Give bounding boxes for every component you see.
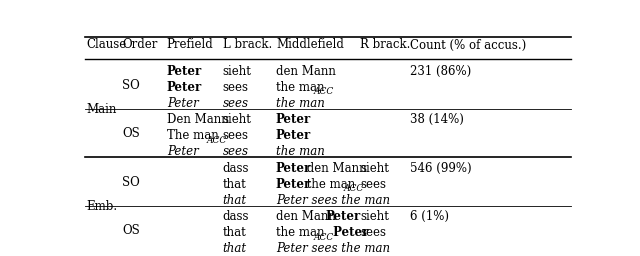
- Text: Emb.: Emb.: [86, 200, 117, 213]
- Text: dass: dass: [223, 210, 250, 223]
- Text: Order: Order: [122, 38, 157, 51]
- Text: the man: the man: [276, 226, 324, 239]
- Text: SO: SO: [122, 176, 140, 189]
- Text: Count (% of accus.): Count (% of accus.): [410, 38, 526, 51]
- Text: that: that: [223, 194, 247, 207]
- Text: 231 (86%): 231 (86%): [410, 65, 471, 78]
- Text: Main: Main: [86, 103, 116, 116]
- Text: dass: dass: [223, 162, 250, 175]
- Text: Clause: Clause: [86, 38, 126, 51]
- Text: 38 (14%): 38 (14%): [410, 113, 464, 126]
- Text: ACC: ACC: [344, 184, 364, 193]
- Text: that: that: [223, 242, 247, 255]
- Text: sieht: sieht: [360, 162, 389, 175]
- Text: sieht: sieht: [360, 210, 389, 223]
- Text: den Mann: den Mann: [276, 65, 336, 78]
- Text: sees: sees: [223, 129, 249, 142]
- Text: Peter: Peter: [167, 145, 198, 158]
- Text: Den Mann: Den Mann: [167, 113, 228, 126]
- Text: OS: OS: [122, 127, 140, 140]
- Text: sees: sees: [223, 145, 249, 158]
- Text: ACC: ACC: [314, 87, 333, 96]
- Text: den Mann: den Mann: [303, 162, 367, 175]
- Text: 546 (99%): 546 (99%): [410, 162, 472, 175]
- Text: Peter sees the man: Peter sees the man: [276, 194, 390, 207]
- Text: sees: sees: [360, 226, 386, 239]
- Text: sees: sees: [223, 97, 249, 110]
- Text: the man: the man: [303, 178, 355, 191]
- Text: Peter: Peter: [276, 178, 311, 191]
- Text: that: that: [223, 178, 246, 191]
- Text: ACC: ACC: [314, 233, 333, 242]
- Text: Peter: Peter: [167, 65, 202, 78]
- Text: L brack.: L brack.: [223, 38, 272, 51]
- Text: sees: sees: [223, 81, 249, 94]
- Text: den Mann: den Mann: [276, 210, 340, 223]
- Text: ACC: ACC: [207, 136, 227, 145]
- Text: Peter: Peter: [276, 129, 311, 142]
- Text: 6 (1%): 6 (1%): [410, 210, 449, 223]
- Text: sieht: sieht: [223, 65, 252, 78]
- Text: Peter: Peter: [329, 226, 369, 239]
- Text: sieht: sieht: [223, 113, 252, 126]
- Text: Middlefield: Middlefield: [276, 38, 344, 51]
- Text: Peter: Peter: [276, 113, 311, 126]
- Text: Prefield: Prefield: [167, 38, 214, 51]
- Text: Peter: Peter: [167, 81, 202, 94]
- Text: Peter: Peter: [276, 162, 311, 175]
- Text: Peter: Peter: [167, 97, 198, 110]
- Text: Peter: Peter: [325, 210, 360, 223]
- Text: the man: the man: [276, 81, 324, 94]
- Text: sees: sees: [360, 178, 386, 191]
- Text: Peter sees the man: Peter sees the man: [276, 242, 390, 255]
- Text: the man: the man: [276, 97, 324, 110]
- Text: OS: OS: [122, 224, 140, 237]
- Text: that: that: [223, 226, 246, 239]
- Text: The man: The man: [167, 129, 218, 142]
- Text: R brack.: R brack.: [360, 38, 411, 51]
- Text: the man: the man: [276, 145, 324, 158]
- Text: SO: SO: [122, 79, 140, 92]
